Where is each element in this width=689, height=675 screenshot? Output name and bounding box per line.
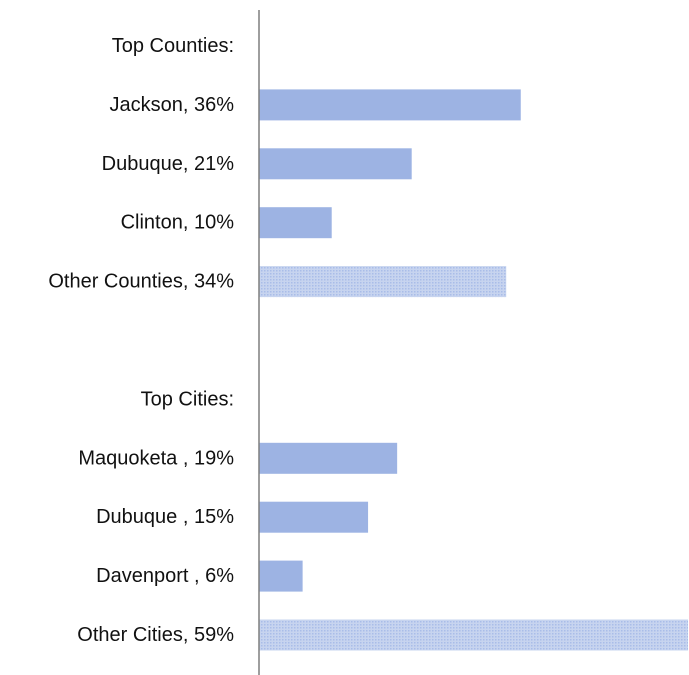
category-label: Top Counties: bbox=[112, 35, 234, 57]
bars bbox=[259, 89, 688, 651]
other-bar bbox=[259, 619, 688, 651]
category-label: Maquoketa , 19% bbox=[78, 447, 234, 469]
bar bbox=[259, 207, 332, 239]
bar bbox=[259, 560, 303, 592]
bar bbox=[259, 148, 412, 180]
category-label: Jackson, 36% bbox=[109, 94, 234, 116]
category-label: Top Cities: bbox=[141, 388, 234, 410]
category-label: Clinton, 10% bbox=[121, 212, 235, 234]
bar bbox=[259, 442, 398, 474]
category-labels: Top Counties: Jackson, 36% Dubuque, 21% Cli… bbox=[48, 35, 234, 646]
category-label: Other Cities, 59% bbox=[77, 624, 234, 646]
other-bar bbox=[259, 266, 507, 298]
category-label: Dubuque, 21% bbox=[102, 153, 235, 175]
category-label: Dubuque , 15% bbox=[96, 506, 234, 528]
bar bbox=[259, 89, 521, 121]
bar bbox=[259, 501, 369, 533]
category-label: Other Counties, 34% bbox=[48, 271, 234, 293]
category-label: Davenport , 6% bbox=[96, 565, 234, 587]
